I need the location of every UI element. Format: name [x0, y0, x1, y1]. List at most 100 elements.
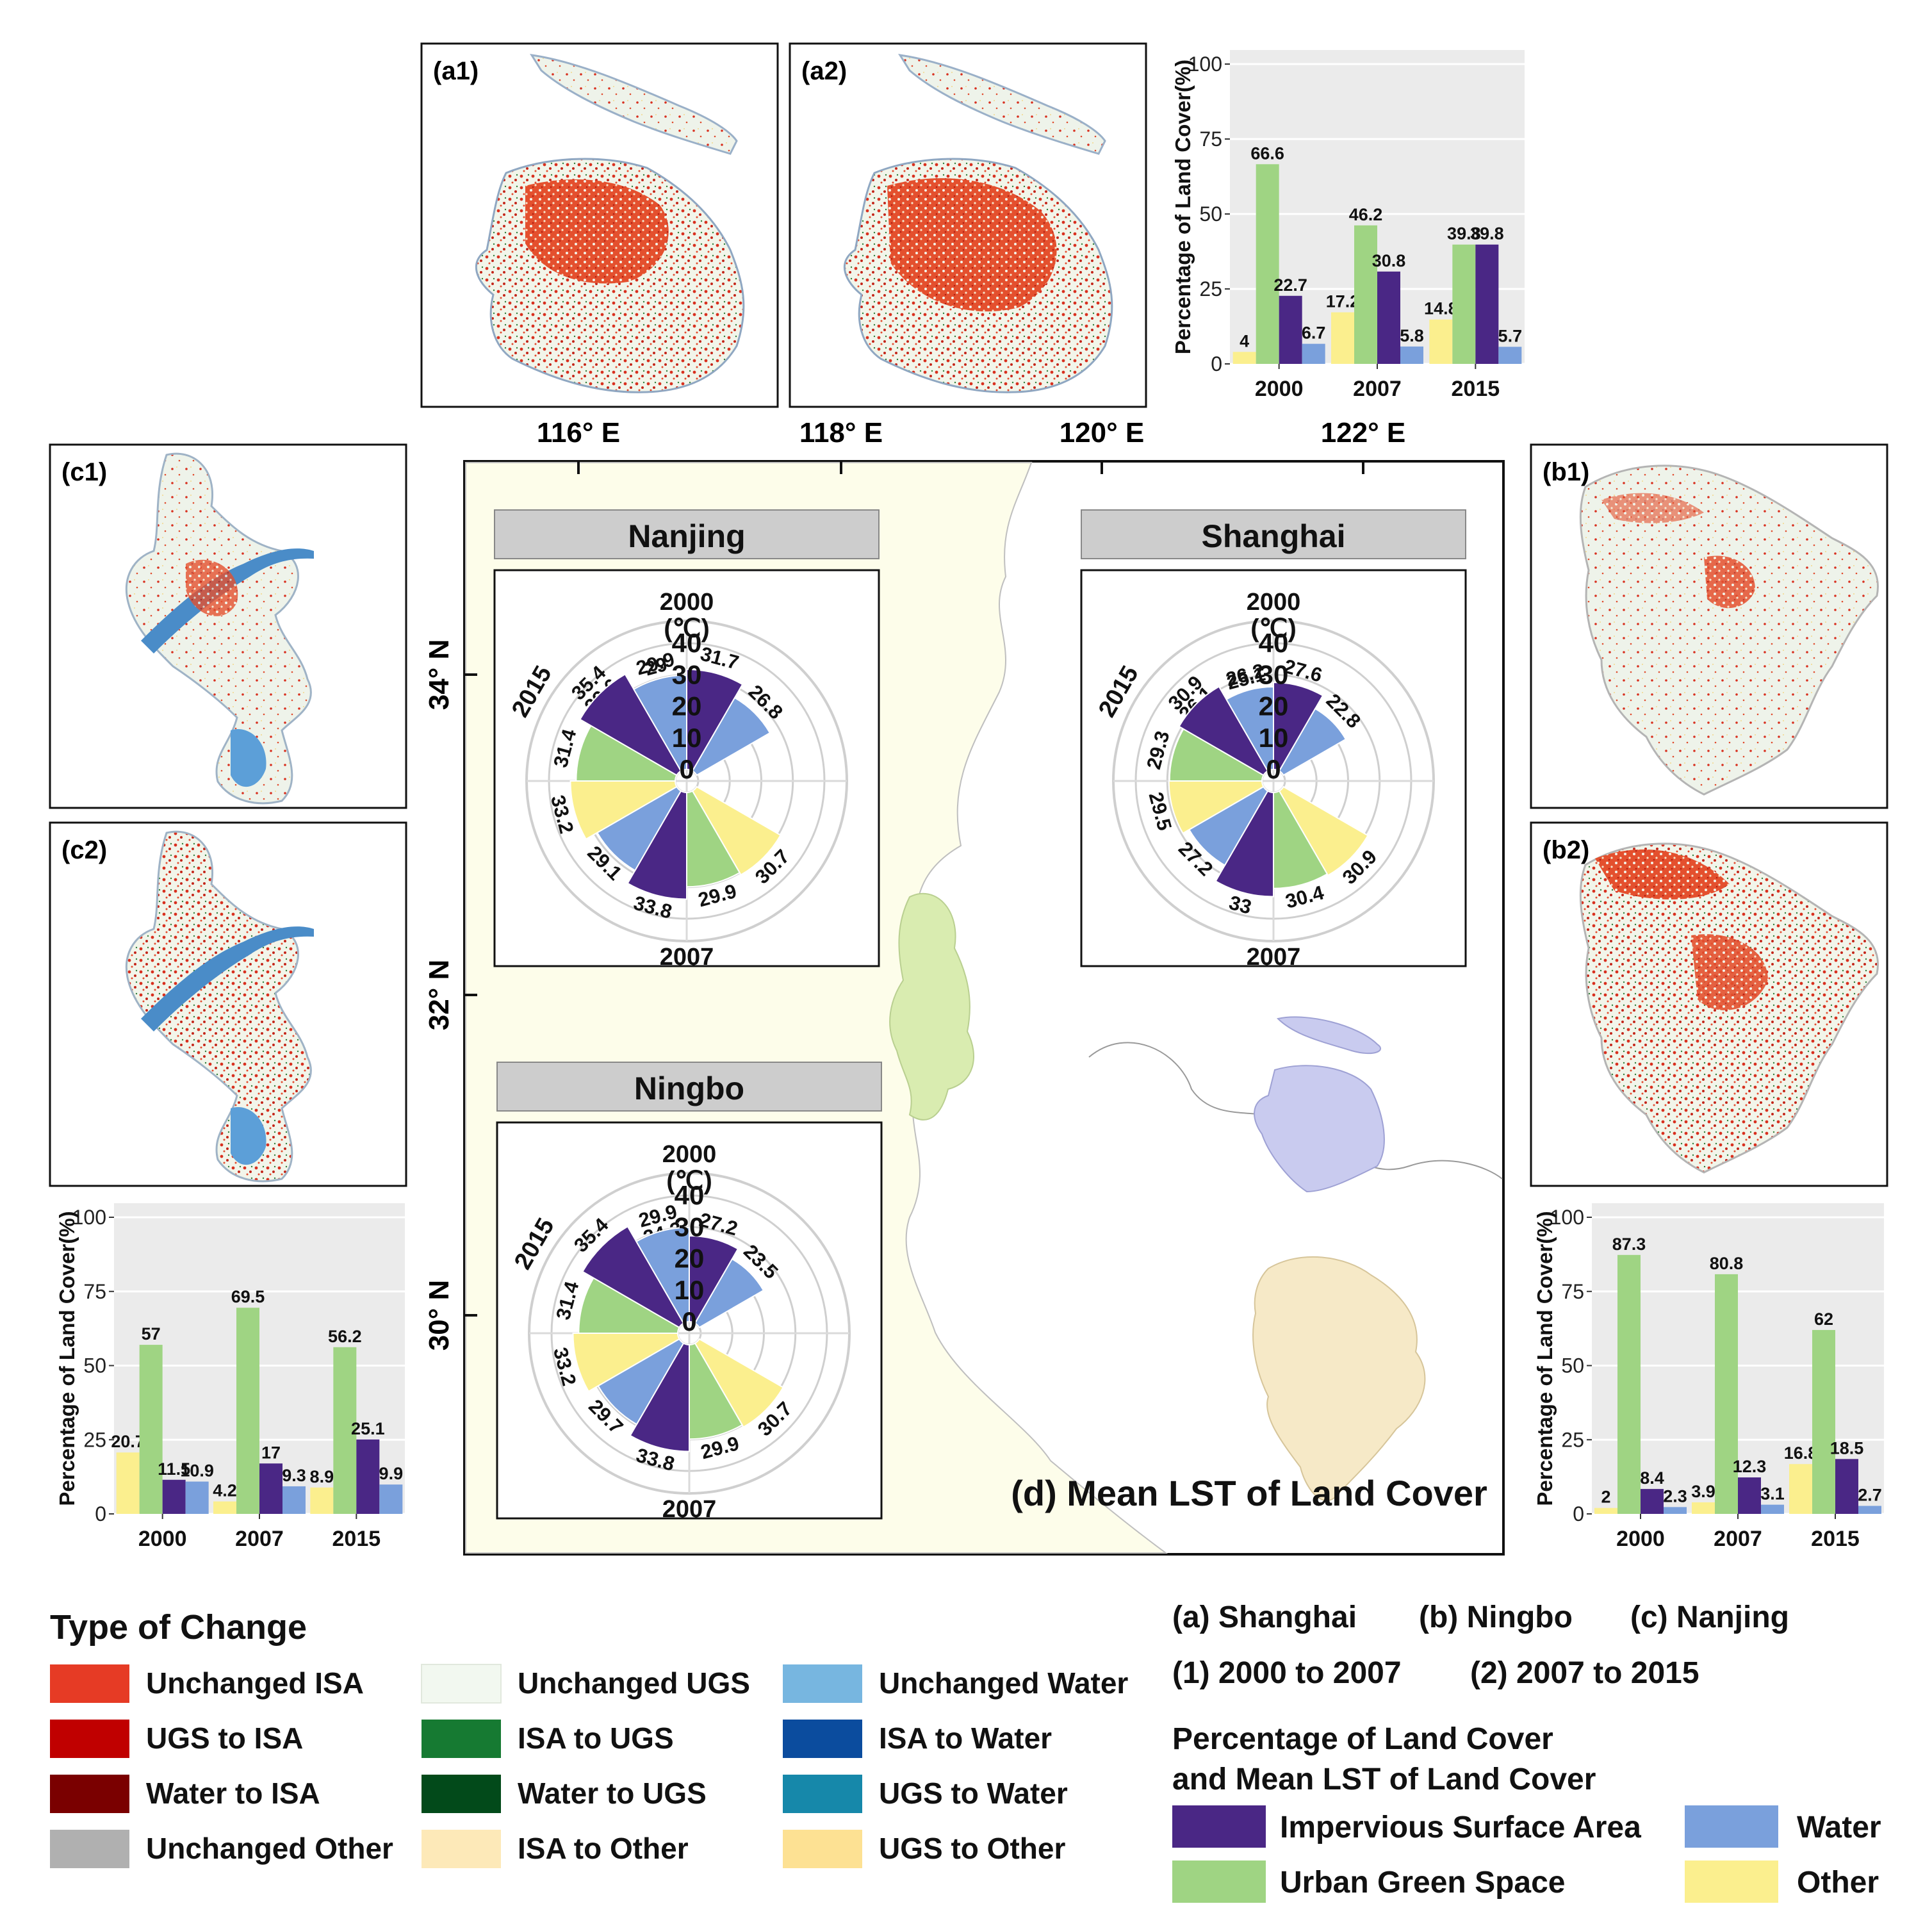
bar: [1429, 319, 1453, 364]
map-panel-c2: (c2): [49, 821, 407, 1187]
legend-swatch: [422, 1775, 501, 1813]
map-panel-a2: (a2): [789, 42, 1147, 408]
bar-value-label: 39.8: [1447, 224, 1481, 243]
bar: [1452, 244, 1476, 364]
polar-title: Ningbo: [634, 1071, 744, 1106]
ningbo-region-shape: [1252, 1256, 1426, 1502]
polar-bar: [569, 780, 678, 841]
polar-bar: [582, 1226, 685, 1329]
bar: [356, 1439, 380, 1514]
panel-label-b2: (b2): [1543, 836, 1589, 864]
bar-value-label: 57: [142, 1324, 161, 1343]
y-tick-label: 75: [1199, 127, 1222, 151]
panel-label-b1: (b1): [1543, 458, 1589, 486]
polar-title: Nanjing: [628, 518, 745, 554]
bar-value-label: 18.5: [1830, 1438, 1864, 1458]
legend-label: UGS to Other: [879, 1832, 1065, 1865]
cover-swatch: [1172, 1860, 1266, 1903]
polar-chart-nanjing: Nanjing29.62931.726.8200030.729.933.829.…: [493, 509, 880, 971]
y-axis-label: Percentage of Land Cover(%): [1533, 1211, 1557, 1506]
legend-type-of-change: Type of Change Unchanged ISA UGS to ISA Wa…: [50, 1608, 1128, 1868]
polar-chart-ningbo: Ningbo25.524.327.223.5200030.729.933.829…: [496, 1062, 883, 1523]
legend-swatch: [783, 1664, 862, 1703]
legend-label: Unchanged ISA: [146, 1666, 364, 1700]
polar-bar: [578, 1277, 680, 1334]
radial-tick-label: 10: [675, 1275, 705, 1305]
legend-swatch: [783, 1830, 862, 1868]
radial-tick-label: 40: [675, 1180, 705, 1210]
bar: [1279, 295, 1302, 364]
polar-bar: [691, 785, 782, 876]
shanghai-region-shape: [1277, 1016, 1382, 1055]
y-tick-label: 100: [1188, 53, 1222, 76]
legend-label: Unchanged Other: [146, 1832, 393, 1865]
x-tick-label: 2007: [1714, 1527, 1762, 1551]
lon-116: 116° E: [537, 417, 620, 448]
bar-value-label: 17: [261, 1443, 281, 1462]
map-tick-marks: [464, 461, 1364, 1317]
bar: [1812, 1329, 1835, 1514]
bar-value-label: 11.5: [158, 1459, 190, 1479]
polar-bar: [626, 790, 687, 900]
bar: [379, 1484, 403, 1514]
nanjing-region-shape: [889, 892, 974, 1121]
y-axis-label: Percentage of Land Cover(%): [1171, 60, 1195, 354]
x-tick-label: 2000: [1616, 1527, 1665, 1551]
polar-bar: [597, 1338, 685, 1425]
polar-bar: [633, 674, 687, 772]
bar: [1475, 244, 1499, 364]
bar: [282, 1486, 306, 1514]
cover-swatch: [1685, 1805, 1778, 1848]
bar: [139, 1345, 163, 1514]
yangtze-river-shape: [141, 926, 314, 1031]
key-period-2: (2) 2007 to 2015: [1470, 1656, 1699, 1690]
bar: [1715, 1274, 1738, 1514]
legend-label: Water to ISA: [146, 1777, 320, 1810]
y-tick-label: 100: [1550, 1206, 1584, 1229]
y-tick-label: 25: [83, 1428, 106, 1451]
bar-value-label: 9.3: [282, 1466, 306, 1485]
cover-swatch: [1685, 1860, 1778, 1903]
y-tick-label: 50: [83, 1354, 106, 1377]
legend-swatch: [50, 1830, 129, 1868]
bar: [162, 1479, 186, 1514]
legend-swatch: [783, 1720, 862, 1758]
radial-tick-label: 20: [672, 691, 702, 721]
polar-bar: [629, 1342, 690, 1452]
radial-tick-label: 10: [672, 723, 702, 753]
bar-value-label: 16.8: [1784, 1443, 1818, 1463]
polar-bar: [579, 673, 682, 776]
polar-bar: [596, 785, 682, 872]
y-axis-label: Percentage of Land Cover(%): [55, 1211, 79, 1506]
radial-tick-label: 30: [1259, 659, 1289, 689]
y-tick-label: 50: [1561, 1354, 1584, 1377]
y-tick-label: 75: [1561, 1280, 1584, 1303]
lon-120: 120° E: [1060, 417, 1145, 448]
bar: [1594, 1507, 1617, 1514]
bar-value-label: 30.8: [1372, 251, 1406, 270]
legend-label: ISA to Water: [879, 1721, 1052, 1755]
y-tick-label: 100: [72, 1206, 106, 1229]
radial-tick-label: 40: [672, 628, 702, 658]
latitude-labels: 34° N 32° N 30° N: [423, 639, 455, 1351]
polar-bar: [689, 1342, 743, 1440]
bar: [185, 1481, 209, 1514]
bar: [1858, 1506, 1881, 1514]
polar-title-bar: [494, 509, 880, 559]
panel-label-c1: (c1): [61, 458, 107, 486]
bar: [1738, 1477, 1761, 1514]
key-cover-title-2: and Mean LST of Land Cover: [1172, 1762, 1596, 1796]
polar-year-label: 2000: [660, 589, 714, 616]
legend-swatch: [50, 1775, 129, 1813]
legend-swatch: [421, 1664, 502, 1704]
bar-value-label: 17.2: [1326, 292, 1360, 311]
radial-tick-label: 20: [675, 1244, 705, 1274]
x-tick-label: 2007: [235, 1527, 284, 1551]
polar-chart-shanghai: Shanghai26.125.127.622.8200030.930.43327…: [1080, 509, 1467, 971]
polar-year-label: 2007: [1247, 944, 1301, 971]
map-panel-c1: (c1): [49, 443, 407, 809]
legend-swatch: [50, 1720, 129, 1758]
